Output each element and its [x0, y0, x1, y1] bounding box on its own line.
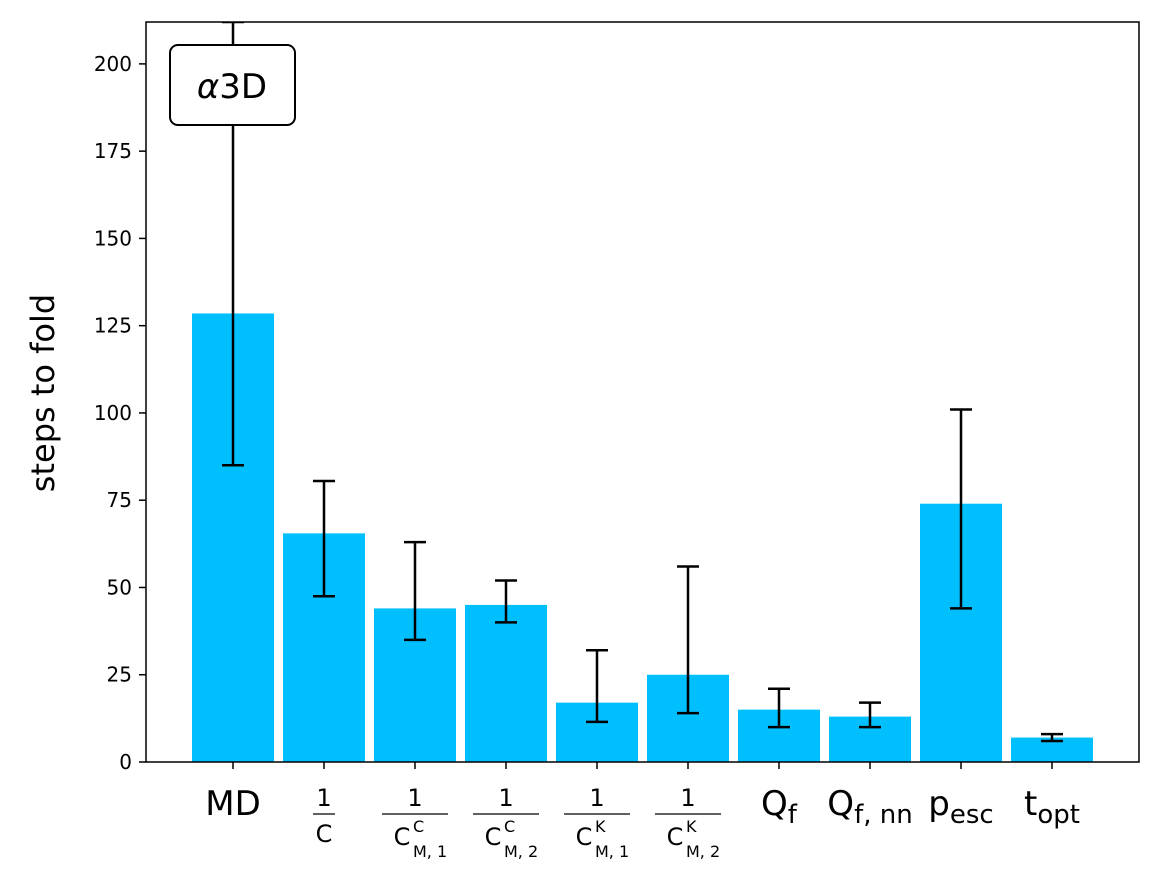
plot-frame	[145, 21, 1140, 763]
fraction-denominator-superscript: C	[504, 817, 515, 836]
y-tick-label: 0	[119, 750, 132, 774]
x-label-subscript: f, nn	[854, 800, 913, 830]
x-tick-label: 1C	[313, 784, 335, 848]
y-tick-label: 150	[94, 226, 132, 250]
y-axis: 0 25 50 75 100 125 150 175 200	[94, 52, 146, 774]
fraction-denominator-superscript: C	[413, 817, 424, 836]
y-tick-label: 175	[94, 139, 132, 163]
x-label-subscript: opt	[1037, 800, 1080, 830]
y-tick-label: 125	[94, 314, 132, 338]
fraction-denominator-superscript: K	[595, 817, 606, 836]
fraction-denominator-superscript: K	[686, 817, 697, 836]
y-tick-label: 25	[107, 663, 132, 687]
fraction-denominator: C	[316, 820, 333, 848]
fraction-numerator: 1	[498, 784, 513, 812]
x-label-base: p	[928, 784, 950, 824]
x-label-base: t	[1024, 784, 1037, 824]
x-label-base: Q	[827, 784, 854, 824]
fraction-denominator-subscript: M, 2	[504, 842, 538, 861]
x-tick-label: Qf	[761, 784, 798, 830]
y-tick-label: 75	[107, 488, 132, 512]
x-tick-label-text: MD	[205, 784, 261, 824]
x-tick-label: MD	[205, 784, 261, 824]
fraction-denominator-base: C	[394, 823, 411, 851]
fraction-denominator-base: C	[667, 823, 684, 851]
annotation-italic: α	[197, 67, 219, 107]
fraction-denominator-subscript: M, 1	[413, 842, 447, 861]
fraction-denominator-base: C	[576, 823, 593, 851]
x-tick-label-text: Qf	[761, 784, 798, 830]
fraction-numerator: 1	[407, 784, 422, 812]
y-tick-label: 50	[107, 575, 132, 599]
x-tick-label-text: topt	[1024, 784, 1080, 830]
fraction-numerator: 1	[680, 784, 695, 812]
x-tick-label: 1 C K M, 2	[655, 784, 721, 861]
annotation-plain: 3D	[219, 67, 267, 107]
x-label-subscript: f	[788, 800, 798, 830]
annotation-label: α3D	[197, 67, 267, 107]
fraction-denominator-subscript: M, 1	[595, 842, 629, 861]
annotation-frame	[169, 44, 296, 126]
y-tick-label: 100	[94, 401, 132, 425]
x-tick-label: pesc	[928, 784, 993, 830]
x-label-base: Q	[761, 784, 788, 824]
y-axis-title: steps to fold	[24, 294, 62, 492]
x-tick-label: Qf, nn	[827, 784, 912, 830]
x-tick-label-text: Qf, nn	[827, 784, 912, 830]
x-tick-label: topt	[1024, 784, 1080, 830]
fraction-numerator: 1	[316, 784, 331, 812]
fraction-numerator: 1	[589, 784, 604, 812]
x-tick-label: 1C CM, 2	[473, 784, 539, 861]
annotation-box: α3D	[169, 44, 296, 126]
x-tick-label: 1 C K M, 1	[564, 784, 630, 861]
fraction-denominator-base: C	[485, 823, 502, 851]
x-label-base: MD	[205, 784, 261, 824]
bars-group	[192, 313, 1093, 762]
y-tick-label: 200	[94, 52, 132, 76]
x-tick-label-text: pesc	[928, 784, 993, 830]
x-label-subscript: esc	[950, 800, 994, 830]
x-tick-label: 1C CM, 1	[382, 784, 448, 861]
bar	[465, 604, 547, 762]
fraction-denominator-subscript: M, 2	[686, 842, 720, 861]
